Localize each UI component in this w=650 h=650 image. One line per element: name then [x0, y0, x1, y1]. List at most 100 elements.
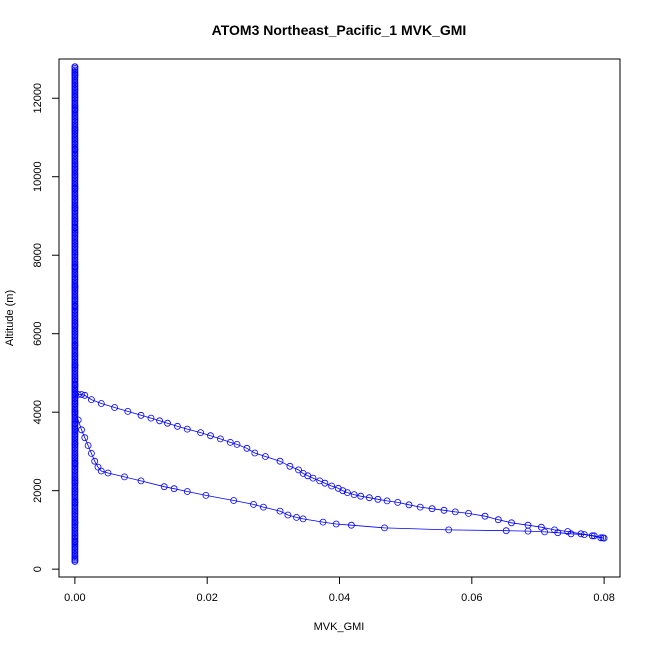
- data-point: [465, 510, 472, 517]
- data-point: [416, 503, 424, 511]
- y-axis: 0 2000 4000 6000 8000 10000 12000: [32, 83, 60, 572]
- y-axis-label: Altitude (m): [4, 290, 16, 346]
- data-point: [88, 449, 95, 457]
- data-point: [164, 419, 171, 427]
- data-point: [71, 63, 79, 71]
- data-point: [233, 440, 241, 448]
- data-point: [81, 434, 89, 442]
- data-point: [321, 479, 329, 487]
- data-point: [137, 477, 145, 485]
- data-point: [347, 521, 355, 529]
- data-point: [293, 514, 300, 521]
- data-point: [94, 463, 102, 471]
- data-point: [319, 518, 327, 526]
- x-tick-label: 0.00: [64, 592, 85, 604]
- data-point: [481, 512, 489, 520]
- data-point: [577, 530, 585, 538]
- plot-frame: [58, 58, 621, 578]
- data-point: [295, 466, 302, 474]
- data-point: [197, 429, 205, 437]
- data-point: [216, 435, 224, 443]
- data-point: [259, 503, 267, 511]
- data-point: [276, 507, 284, 515]
- data-point: [494, 516, 502, 524]
- data-point: [597, 534, 605, 542]
- data-point: [394, 498, 402, 506]
- x-tick-label: 0.06: [461, 592, 482, 604]
- x-tick-label: 0.02: [196, 592, 217, 604]
- data-point: [339, 487, 347, 495]
- data-point: [276, 457, 284, 465]
- data-point: [173, 422, 181, 430]
- y-tick-label: 10000: [32, 161, 44, 192]
- data-point: [508, 519, 515, 527]
- data-point: [502, 527, 510, 535]
- data-point: [243, 444, 251, 452]
- data-point: [590, 532, 598, 540]
- data-point: [78, 426, 85, 434]
- data-point: [350, 491, 358, 499]
- data-point: [230, 497, 238, 504]
- y-tick-label: 2000: [32, 478, 44, 502]
- data-point: [383, 497, 391, 505]
- data-point: [357, 492, 365, 500]
- data-point: [137, 411, 145, 419]
- data-point: [551, 526, 558, 534]
- data-point: [564, 528, 572, 535]
- data-point: [445, 526, 453, 534]
- data-point: [381, 524, 388, 532]
- data-point: [250, 500, 257, 508]
- y-tick-label: 12000: [32, 83, 44, 114]
- data-point: [261, 453, 269, 460]
- data-point: [202, 491, 210, 499]
- data-point: [147, 414, 155, 422]
- data-point: [328, 482, 336, 490]
- data-point: [537, 523, 545, 531]
- data-point: [156, 417, 164, 425]
- data-point: [81, 391, 89, 399]
- y-tick-label: 8000: [32, 243, 44, 267]
- data-point: [405, 501, 413, 509]
- data-point: [428, 505, 436, 513]
- data-point: [451, 508, 459, 516]
- data-point: [170, 485, 178, 493]
- data-point: [84, 442, 92, 449]
- data-point: [440, 506, 448, 514]
- data-point: [97, 400, 105, 407]
- y-tick-label: 0: [32, 566, 44, 572]
- y-tick-label: 4000: [32, 400, 44, 424]
- data-point: [121, 473, 128, 481]
- data-point: [524, 521, 532, 529]
- x-axis-label: MVK_GMI: [314, 621, 365, 633]
- data-point: [183, 488, 191, 495]
- data-point: [309, 474, 317, 482]
- chart-title: ATOM3 Northeast_Pacific_1 MVK_GMI: [212, 22, 467, 38]
- y-tick-label: 6000: [32, 321, 44, 345]
- data-point: [299, 515, 307, 523]
- x-axis: 0.00 0.02 0.04 0.06 0.08: [64, 576, 615, 604]
- data-point: [599, 534, 607, 542]
- data-point: [78, 391, 85, 398]
- data-point: [124, 407, 132, 415]
- data-point: [251, 449, 259, 457]
- series-3-line: [74, 394, 603, 539]
- data-point: [286, 462, 294, 470]
- data-point: [160, 483, 168, 491]
- data-point: [541, 528, 548, 536]
- data-point: [332, 520, 340, 528]
- plot-area: [71, 63, 608, 565]
- series-2-line: [74, 412, 605, 539]
- data-point: [374, 495, 382, 503]
- x-tick-label: 0.08: [593, 592, 614, 604]
- data-point: [365, 494, 373, 502]
- x-tick-label: 0.04: [329, 592, 350, 604]
- data-point: [226, 438, 234, 446]
- data-point: [111, 404, 118, 411]
- data-point: [343, 489, 351, 497]
- data-point: [183, 425, 191, 433]
- data-point: [207, 432, 214, 440]
- data-point: [97, 467, 105, 475]
- data-point: [91, 457, 99, 465]
- data-point: [88, 396, 95, 404]
